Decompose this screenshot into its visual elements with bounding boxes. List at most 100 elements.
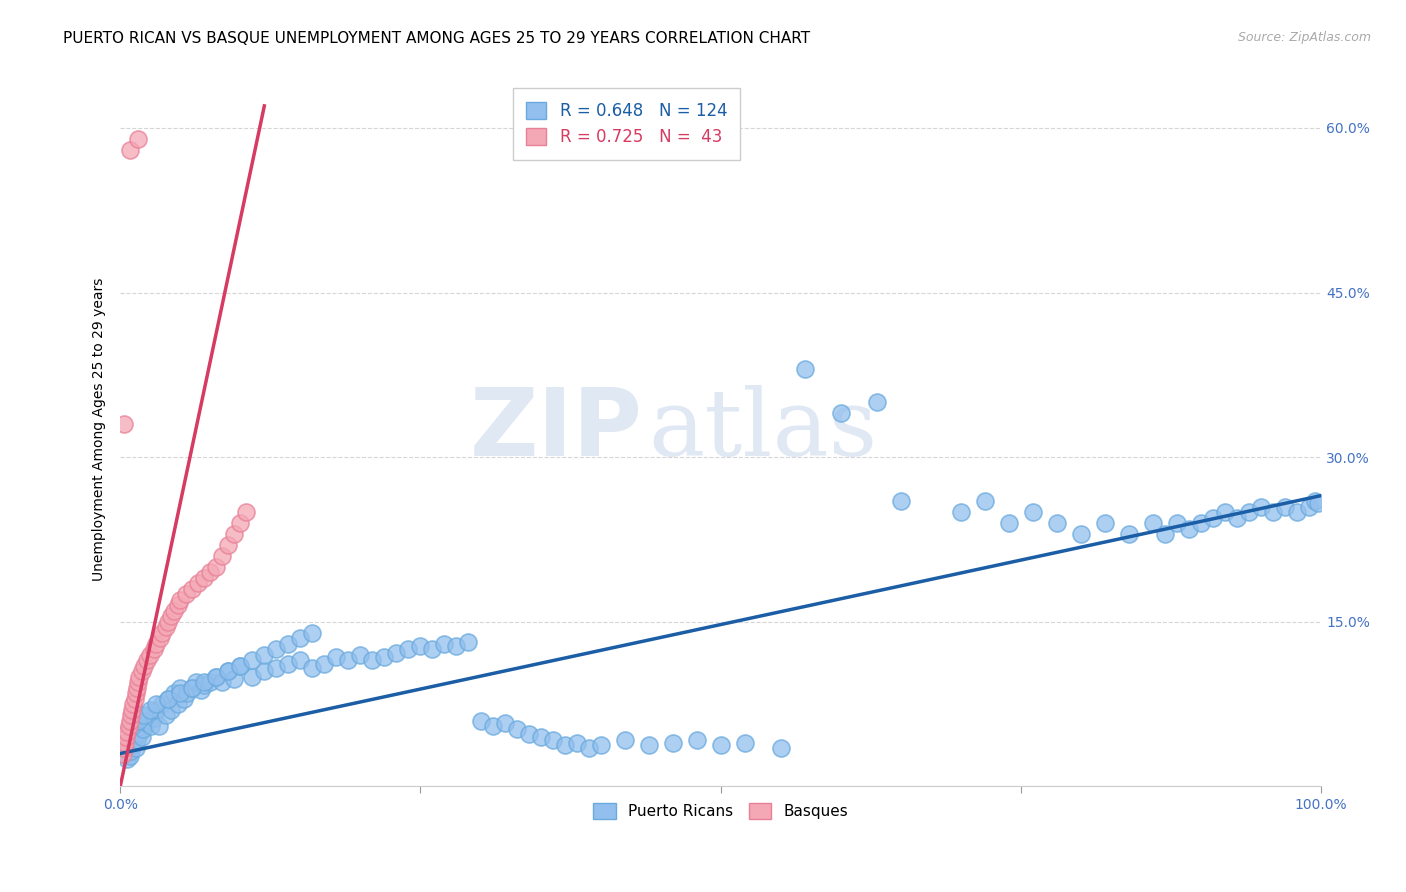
Point <box>193 675 215 690</box>
Point <box>890 494 912 508</box>
Point <box>131 730 153 744</box>
Point <box>184 675 207 690</box>
Point <box>949 505 972 519</box>
Point <box>1237 505 1260 519</box>
Point <box>1118 527 1140 541</box>
Point <box>998 516 1021 530</box>
Point <box>141 719 163 733</box>
Point <box>541 733 564 747</box>
Point <box>1070 527 1092 541</box>
Point <box>565 735 588 749</box>
Point <box>613 733 636 747</box>
Point <box>157 691 180 706</box>
Point <box>290 632 312 646</box>
Point <box>373 649 395 664</box>
Point <box>1166 516 1188 530</box>
Text: atlas: atlas <box>648 384 877 475</box>
Point <box>112 417 135 432</box>
Point <box>1250 500 1272 514</box>
Point <box>125 686 148 700</box>
Point <box>481 719 503 733</box>
Point <box>121 703 143 717</box>
Point <box>145 697 167 711</box>
Point <box>409 639 432 653</box>
Point <box>349 648 371 662</box>
Point <box>494 715 516 730</box>
Point <box>134 708 156 723</box>
Point <box>117 719 139 733</box>
Point <box>181 582 204 596</box>
Point <box>266 661 288 675</box>
Point <box>127 714 149 728</box>
Point <box>1178 522 1201 536</box>
Legend: Puerto Ricans, Basques: Puerto Ricans, Basques <box>586 797 855 825</box>
Point <box>128 670 150 684</box>
Point <box>148 719 170 733</box>
Point <box>1202 510 1225 524</box>
Point <box>290 653 312 667</box>
Text: PUERTO RICAN VS BASQUE UNEMPLOYMENT AMONG AGES 25 TO 29 YEARS CORRELATION CHART: PUERTO RICAN VS BASQUE UNEMPLOYMENT AMON… <box>63 31 810 46</box>
Point <box>686 733 709 747</box>
Point <box>974 494 997 508</box>
Point <box>159 609 181 624</box>
Point <box>118 143 141 157</box>
Point <box>277 657 299 671</box>
Point <box>314 657 336 671</box>
Point <box>433 637 456 651</box>
Point <box>142 642 165 657</box>
Point <box>229 658 252 673</box>
Text: ZIP: ZIP <box>470 384 643 475</box>
Point <box>117 752 139 766</box>
Point <box>200 675 222 690</box>
Point <box>118 748 141 763</box>
Point <box>470 714 492 728</box>
Point <box>229 516 252 530</box>
Point <box>176 686 198 700</box>
Point <box>398 642 420 657</box>
Point <box>115 747 138 761</box>
Point <box>115 730 138 744</box>
Point <box>224 527 246 541</box>
Point <box>205 670 228 684</box>
Point <box>217 664 239 678</box>
Point <box>325 649 347 664</box>
Point <box>793 362 815 376</box>
Point <box>128 727 150 741</box>
Point <box>181 681 204 695</box>
Point <box>129 719 152 733</box>
Point <box>117 741 139 756</box>
Point <box>830 406 852 420</box>
Point <box>1303 494 1326 508</box>
Point <box>505 723 527 737</box>
Point <box>866 395 889 409</box>
Point <box>190 682 212 697</box>
Point <box>193 678 215 692</box>
Point <box>131 664 153 678</box>
Point <box>117 724 139 739</box>
Point <box>122 697 145 711</box>
Point <box>174 587 197 601</box>
Point <box>127 132 149 146</box>
Point <box>132 723 155 737</box>
Point <box>142 711 165 725</box>
Text: Source: ZipAtlas.com: Source: ZipAtlas.com <box>1237 31 1371 45</box>
Point <box>211 549 233 563</box>
Point <box>578 741 600 756</box>
Point <box>150 625 173 640</box>
Point <box>167 599 190 613</box>
Point <box>134 658 156 673</box>
Point <box>217 664 239 678</box>
Point <box>135 653 157 667</box>
Point <box>1142 516 1164 530</box>
Point <box>120 744 142 758</box>
Point <box>200 566 222 580</box>
Point <box>205 670 228 684</box>
Point <box>124 730 146 744</box>
Point <box>112 741 135 756</box>
Point <box>167 697 190 711</box>
Point <box>159 703 181 717</box>
Point <box>240 670 263 684</box>
Point <box>157 691 180 706</box>
Point <box>169 686 191 700</box>
Y-axis label: Unemployment Among Ages 25 to 29 years: Unemployment Among Ages 25 to 29 years <box>93 278 107 582</box>
